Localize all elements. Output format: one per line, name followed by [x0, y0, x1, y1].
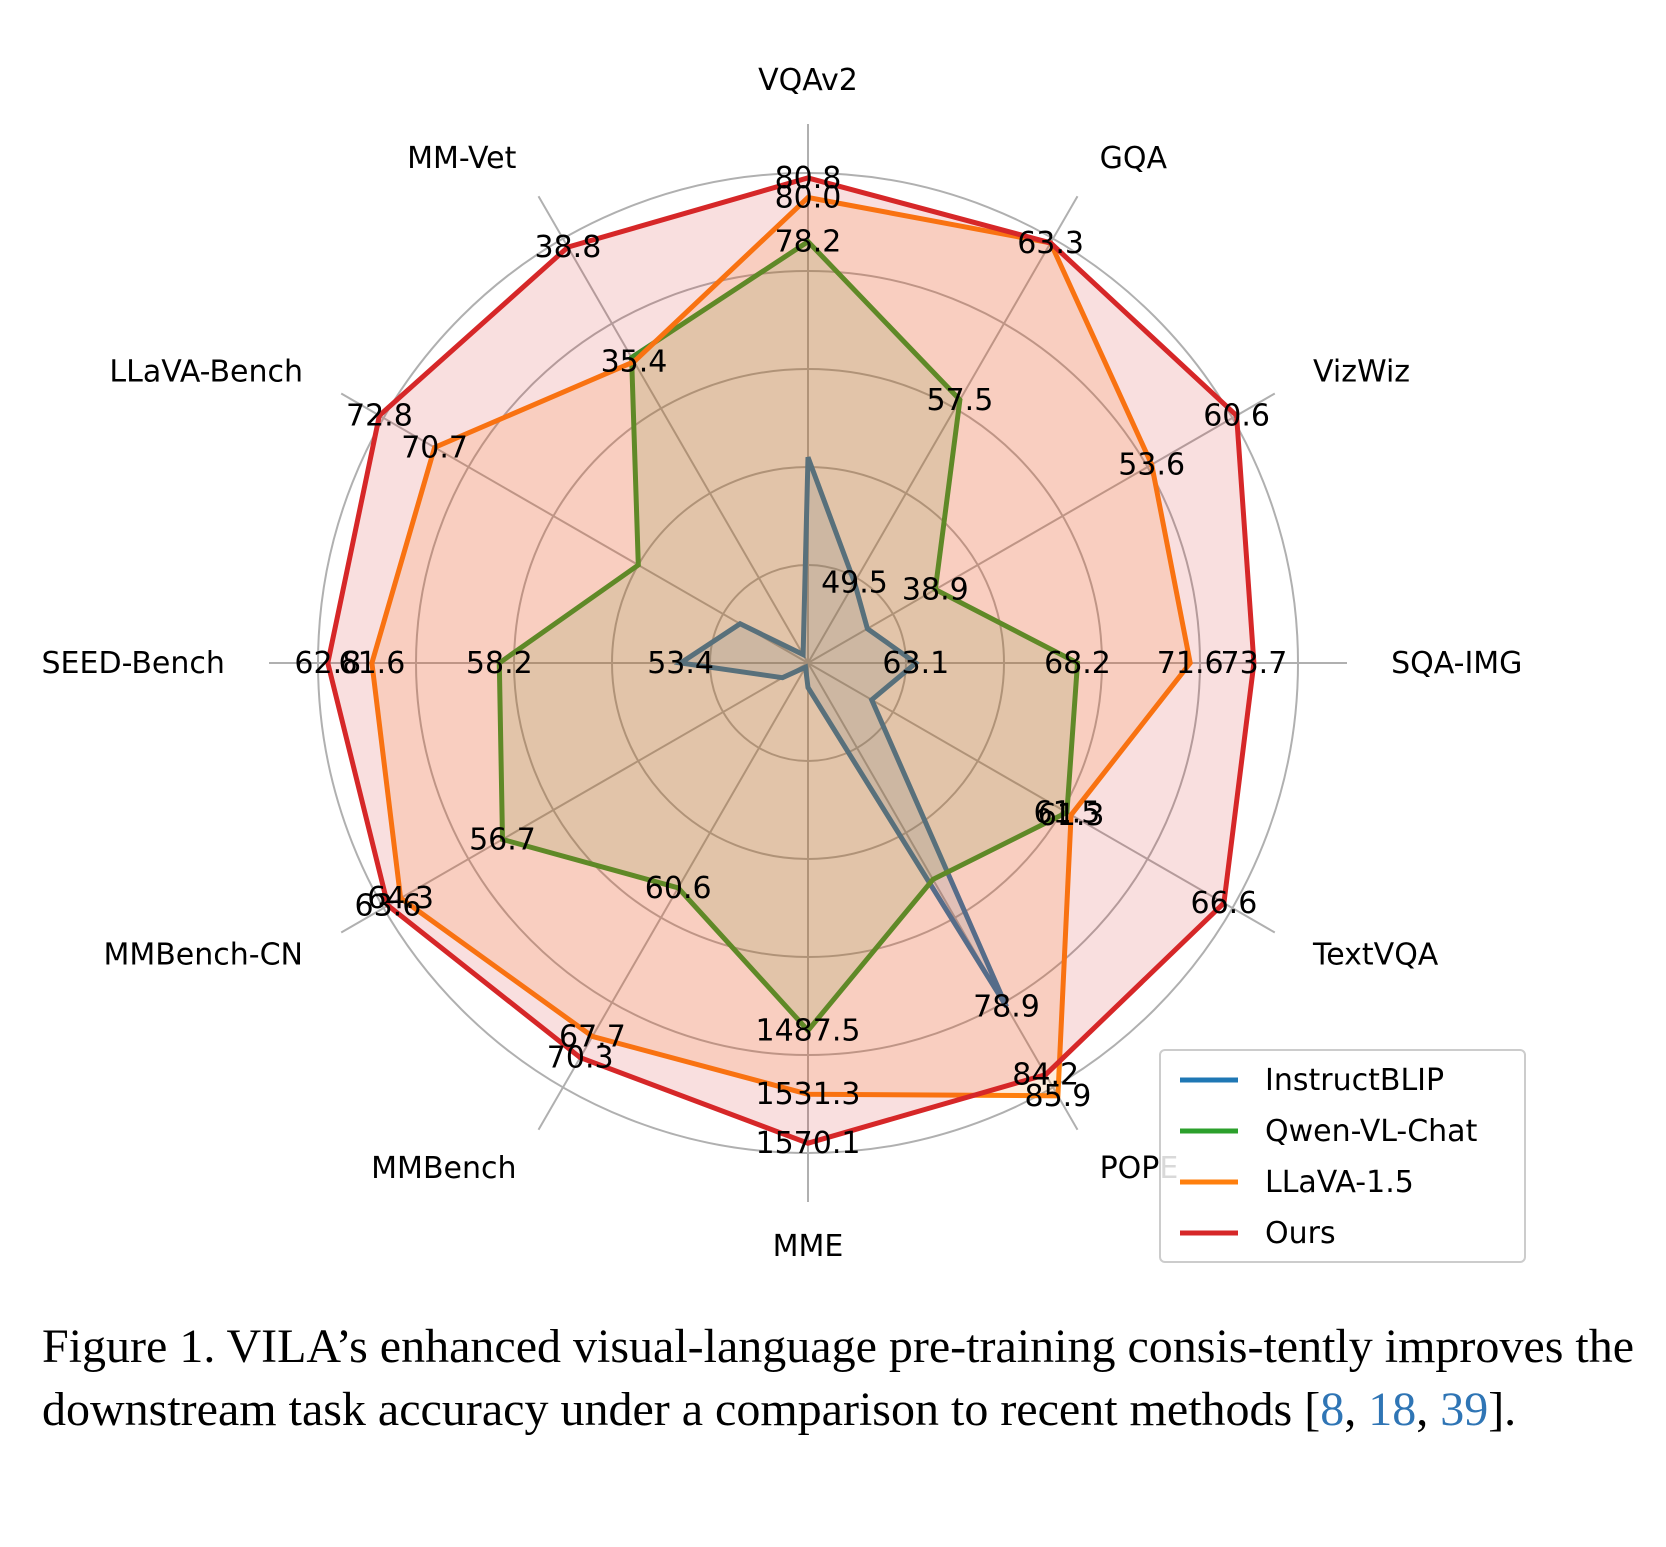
value-label-llava-1-5: 70.7 [401, 430, 468, 465]
citation-link-8[interactable]: 8 [1320, 1383, 1345, 1436]
value-label-qwen-vl-chat: 1487.5 [756, 1014, 861, 1049]
value-labels: 49.5 63.1 78.9 53.4 78.2 57.5 38.9 68.2 61.5 1487… [294, 161, 1287, 1161]
value-label-ours: 72.8 [346, 399, 413, 434]
axis-label-vqav2: VQAv2 [758, 63, 858, 98]
value-label-llava-1-5: 71.6 [1157, 646, 1224, 681]
value-label-qwen-vl-chat: 57.5 [927, 383, 994, 418]
value-label-instructblip: 49.5 [821, 565, 888, 600]
grid-spoke [807, 662, 1079, 1131]
radar-chart: VQAv2GQAVizWizSQA-IMGTextVQAPOPEMMEMMBen… [42, 63, 1526, 1264]
value-label-ours: 80.8 [775, 161, 842, 196]
caption-text: Figure 1. VILA’s enhanced visual-languag… [42, 1320, 1635, 1436]
caption-text-end: ]. [1488, 1383, 1517, 1436]
value-label-instructblip: 63.1 [882, 646, 949, 681]
axis-label-llava-bench: LLaVA-Bench [109, 354, 303, 389]
value-label-llava-1-5: 64.3 [367, 881, 434, 916]
legend-label-instructblip: InstructBLIP [1265, 1063, 1444, 1098]
value-label-llava-1-5: 61.3 [1038, 798, 1105, 833]
axis-label-gqa: GQA [1100, 141, 1168, 176]
axis-label-vizwiz: VizWiz [1313, 355, 1410, 390]
legend-label-llava-1-5: LLaVA-1.5 [1265, 1165, 1414, 1200]
legend-label-ours: Ours [1265, 1216, 1336, 1251]
axis-label-sqa-img: SQA-IMG [1391, 646, 1522, 681]
value-label-llava-1-5: 1531.3 [756, 1077, 861, 1112]
axis-labels: VQAv2GQAVizWizSQA-IMGTextVQAPOPEMMEMMBen… [42, 63, 1523, 1264]
value-label-ours: 60.6 [1203, 399, 1270, 434]
value-label-qwen-vl-chat: 61.5 [1034, 795, 1101, 830]
value-label-ours: 62.8 [294, 646, 361, 681]
value-label-ours: 63.6 [355, 889, 422, 924]
legend: InstructBLIP Qwen-VL-Chat LLaVA-1.5 Ours [1159, 1049, 1526, 1263]
legend-label-qwen-vl-chat: Qwen-VL-Chat [1265, 1114, 1478, 1149]
value-label-qwen-vl-chat: 68.2 [1044, 646, 1111, 681]
value-label-ours: 1570.1 [756, 1126, 861, 1161]
value-label-llava-1-5: 67.7 [559, 1019, 626, 1054]
value-label-qwen-vl-chat: 78.2 [775, 225, 842, 260]
value-label-llava-1-5: 53.6 [1118, 448, 1185, 483]
value-label-instructblip: 53.4 [647, 646, 714, 681]
value-label-instructblip: 78.9 [973, 990, 1040, 1025]
axis-label-mm-vet: MM-Vet [407, 141, 516, 176]
citation-link-39[interactable]: 39 [1440, 1383, 1489, 1436]
citation-link-18[interactable]: 18 [1368, 1383, 1417, 1436]
value-label-llava-1-5: 61.6 [339, 646, 406, 681]
value-label-llava-1-5: 85.9 [1025, 1079, 1092, 1114]
caption-separator: , [1344, 1383, 1369, 1436]
axis-label-textvqa: TextVQA [1312, 938, 1439, 973]
value-label-qwen-vl-chat: 56.7 [469, 822, 536, 857]
grid-spoke [807, 392, 1276, 664]
series-ours [325, 175, 1257, 1146]
grid-spoke [340, 392, 809, 664]
value-label-llava-1-5: 80.0 [775, 181, 842, 216]
series-qwen-vl-chat [496, 238, 1081, 1035]
grid-spoke [807, 662, 1276, 934]
grid-spoke [537, 662, 809, 1131]
value-label-ours: 73.7 [1221, 646, 1288, 681]
value-label-ours: 66.6 [1191, 886, 1258, 921]
figure-caption: Figure 1. VILA’s enhanced visual-languag… [42, 1315, 1642, 1441]
radar-series [325, 175, 1257, 1146]
value-label-qwen-vl-chat: 58.2 [466, 646, 533, 681]
caption-separator: , [1416, 1383, 1441, 1436]
series-llava-1-5 [369, 194, 1193, 1099]
value-label-ours: 38.8 [535, 230, 602, 265]
axis-label-mmbench: MMBench [371, 1151, 516, 1186]
grid-spoke [340, 662, 809, 934]
axis-label-seed-bench: SEED-Bench [42, 646, 225, 681]
series-instructblip [673, 456, 1009, 1009]
value-label-qwen-vl-chat: 60.6 [645, 871, 712, 906]
value-label-ours: 70.3 [547, 1041, 614, 1076]
value-label-ours: 84.2 [1012, 1058, 1079, 1093]
value-label-ours: 63.3 [1017, 226, 1084, 261]
legend-box [1159, 1049, 1526, 1263]
axis-label-mmbench-cn: MMBench-CN [103, 938, 303, 973]
grid-spoke [537, 195, 809, 664]
value-label-llava-1-5: 35.4 [601, 345, 668, 380]
value-label-qwen-vl-chat: 38.9 [902, 573, 969, 608]
axis-label-mme: MME [773, 1229, 844, 1264]
